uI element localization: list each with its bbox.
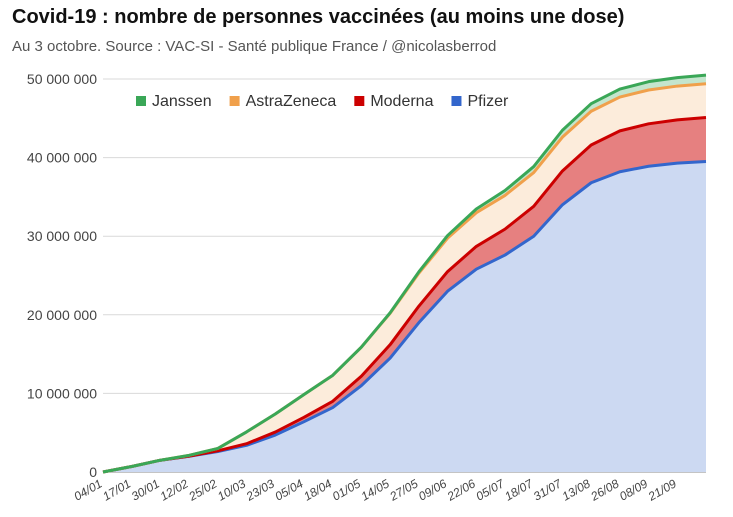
y-tick-label: 40 000 000 [27,150,97,166]
y-axis-ticks: 0 10 000 000 20 000 000 30 000 000 40 000 00… [27,71,97,480]
x-tick-label: 18/07 [502,476,536,504]
x-tick-label: 18/04 [301,476,334,503]
y-tick-label: 0 [89,464,97,480]
legend: Janssen AstraZeneca Moderna Pfizer [136,93,509,110]
legend-swatch-pfizer [451,96,462,106]
x-tick-label: 26/08 [587,476,621,504]
x-tick-label: 14/05 [359,476,392,503]
y-tick-label: 20 000 000 [27,307,97,323]
legend-label-janssen: Janssen [152,93,212,110]
x-tick-label: 21/09 [645,476,679,504]
legend-swatch-astrazeneca [229,96,240,106]
x-tick-label: 13/08 [560,476,593,503]
area-astrazeneca [103,83,706,472]
x-axis-ticks: 04/0117/0130/0112/0225/0210/0323/0305/04… [71,476,679,504]
x-tick-label: 23/03 [243,476,277,504]
legend-swatch-moderna [354,96,365,106]
legend-label-moderna: Moderna [370,93,433,110]
x-tick-label: 12/02 [158,476,191,503]
line-janssen [102,73,707,474]
x-tick-label: 31/07 [531,476,565,504]
x-tick-label: 30/01 [129,476,162,503]
chart-title: Covid-19 : nombre de personnes vaccinées… [12,6,625,28]
area-pfizer [103,161,706,472]
area-layers [103,75,706,472]
y-tick-label: 30 000 000 [27,228,97,244]
x-tick-label: 05/07 [473,476,507,504]
legend-swatch-janssen [136,96,146,106]
x-tick-label: 27/05 [386,476,420,504]
y-tick-label: 10 000 000 [27,385,97,401]
x-tick-label: 08/09 [617,476,650,503]
legend-label-pfizer: Pfizer [467,93,509,110]
line-moderna [102,116,707,474]
x-tick-label: 10/03 [215,476,248,503]
area-moderna [103,117,706,472]
x-tick-label: 05/04 [272,476,305,503]
x-tick-label: 01/05 [330,476,363,503]
y-tick-label: 50 000 000 [27,71,97,87]
legend-label-astrazeneca: AstraZeneca [246,93,337,110]
x-tick-label: 25/02 [185,476,219,504]
x-tick-label: 04/01 [71,476,104,503]
x-tick-label: 09/06 [416,476,449,503]
chart-subtitle: Au 3 octobre. Source : VAC-SI - Santé pu… [12,38,497,55]
x-tick-label: 17/01 [100,476,133,503]
series-lines [102,73,707,474]
x-tick-label: 22/06 [444,476,478,504]
